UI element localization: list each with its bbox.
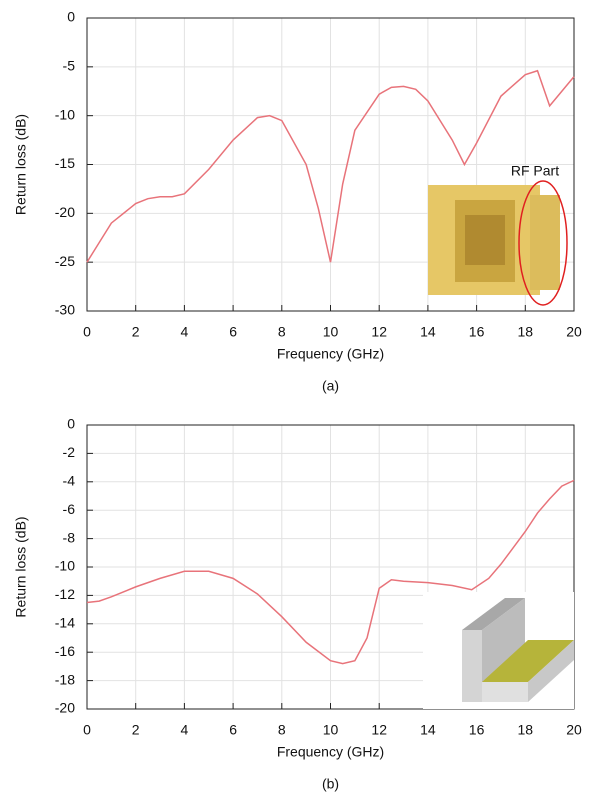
- rf-part: [530, 195, 560, 290]
- y-axis-label: Return loss (dB): [13, 114, 29, 215]
- y-tick-label: -6: [63, 501, 76, 517]
- x-tick-label: 16: [469, 324, 485, 340]
- y-tick-label: -20: [55, 700, 75, 716]
- x-tick-label: 8: [278, 324, 286, 340]
- x-tick-label: 18: [518, 324, 534, 340]
- substrate-side: [528, 640, 574, 702]
- y-tick-label: -14: [55, 615, 75, 631]
- inset-b-model: [423, 592, 574, 709]
- y-tick-label: -18: [55, 671, 75, 687]
- x-axis-label: Frequency (GHz): [277, 744, 384, 760]
- y-tick-label: 0: [67, 9, 75, 25]
- x-tick-label: 2: [132, 324, 140, 340]
- annotation: RF Part: [511, 163, 559, 179]
- y-tick-label: -10: [55, 106, 75, 122]
- x-tick-label: 4: [181, 324, 189, 340]
- wall-top: [462, 598, 525, 630]
- y-axis-label: Return loss (dB): [13, 516, 29, 617]
- plot-frame: [86, 17, 575, 312]
- y-tick-label: -4: [63, 473, 76, 489]
- caption: (a): [322, 378, 339, 394]
- y-tick-label: -2: [63, 444, 76, 460]
- x-tick-label: 6: [229, 722, 237, 738]
- x-tick-label: 14: [420, 324, 436, 340]
- y-tick-label: -16: [55, 643, 75, 659]
- plots: 0 2 4 6 8 10 12 14 16 18 200-5-10-15-20-25-30Frequ…: [13, 9, 582, 792]
- x-tick-label: 10: [323, 722, 339, 738]
- series-line: [86, 69, 575, 263]
- y-tick-label: -5: [63, 58, 76, 74]
- caption: (b): [322, 776, 339, 792]
- x-axis-label: Frequency (GHz): [277, 346, 384, 362]
- y-tick-label: -10: [55, 558, 75, 574]
- x-tick-label: 12: [371, 722, 387, 738]
- highlight: [518, 180, 568, 306]
- y-tick-label: -15: [55, 155, 75, 171]
- y-tick-label: 0: [67, 416, 75, 432]
- x-tick-label: 2: [132, 722, 140, 738]
- x-tick-label: 0: [83, 722, 91, 738]
- x-tick-label: 20: [566, 722, 582, 738]
- x-tick-label: 14: [420, 722, 436, 738]
- x-tick-label: 0: [83, 324, 91, 340]
- x-tick-label: 4: [181, 722, 189, 738]
- chip-core: [465, 215, 505, 265]
- wall-front: [462, 630, 482, 702]
- y-tick-label: -30: [55, 302, 75, 318]
- x-tick-label: 20: [566, 324, 582, 340]
- x-tick-label: 6: [229, 324, 237, 340]
- y-tick-label: -8: [63, 529, 76, 545]
- plot-frame: [86, 424, 575, 710]
- inset-a-board: [428, 180, 568, 306]
- y-tick-label: -20: [55, 204, 75, 220]
- x-tick-label: 8: [278, 722, 286, 738]
- substrate-top: [482, 640, 574, 682]
- series-line: [86, 479, 575, 665]
- x-tick-label: 18: [518, 722, 534, 738]
- y-tick-label: -25: [55, 253, 75, 269]
- x-tick-label: 16: [469, 722, 485, 738]
- substrate-front: [482, 682, 528, 702]
- x-tick-label: 10: [323, 324, 339, 340]
- x-tick-label: 12: [371, 324, 387, 340]
- y-tick-label: -12: [55, 586, 75, 602]
